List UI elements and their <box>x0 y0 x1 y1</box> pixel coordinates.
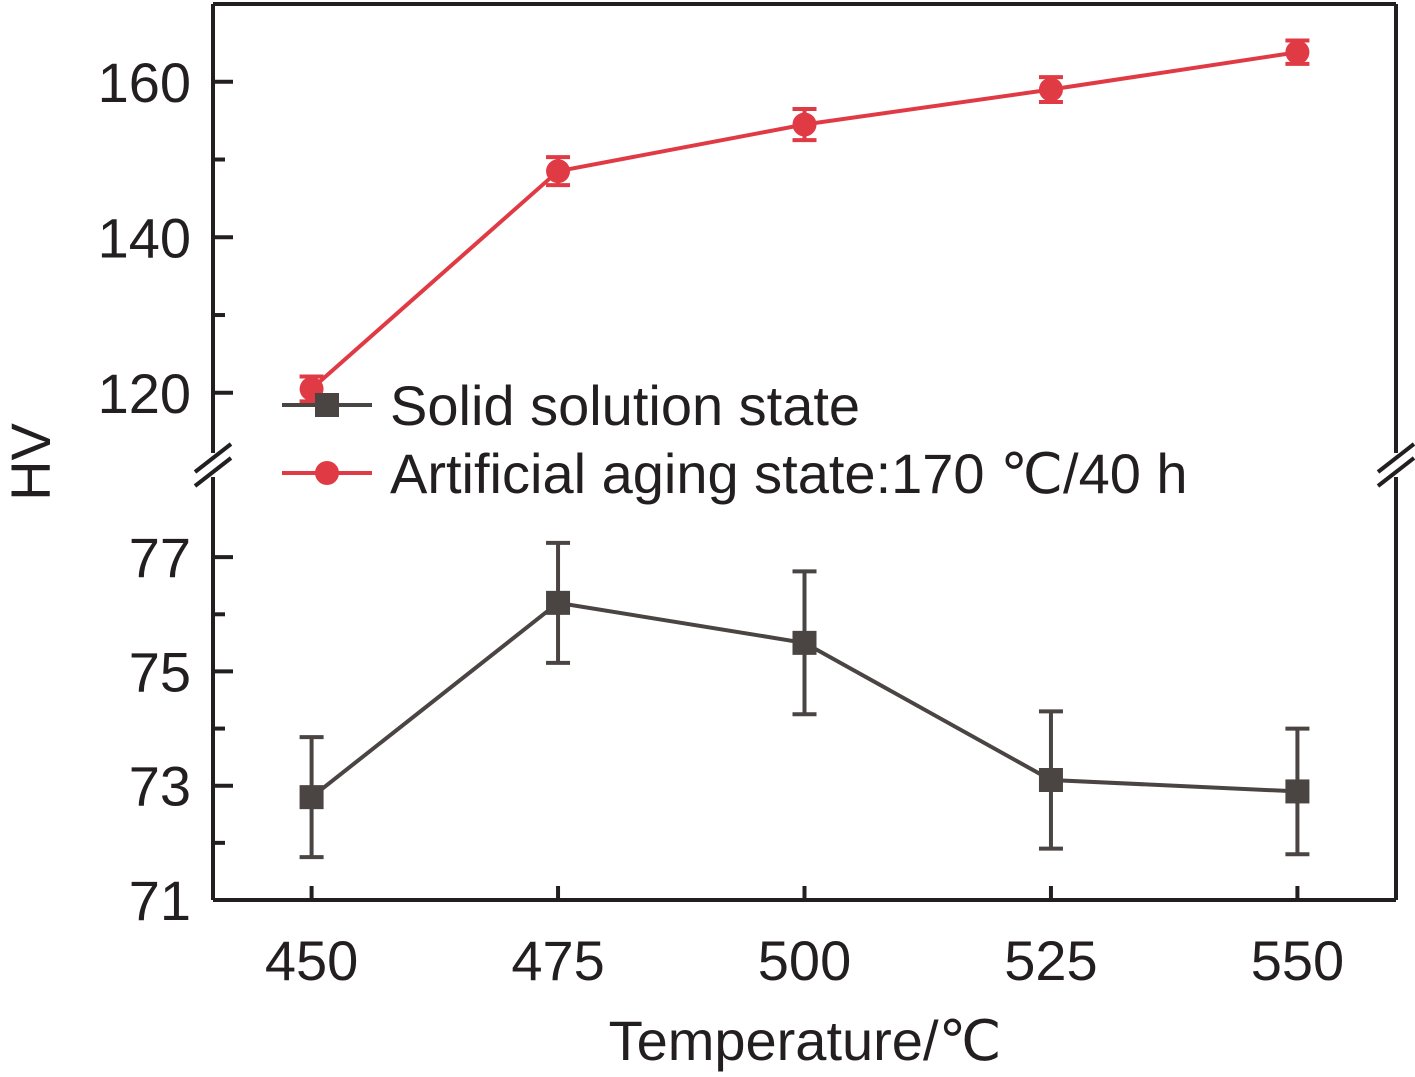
y-tick-label-upper: 120 <box>98 362 191 425</box>
legend-marker-square <box>315 393 339 417</box>
x-tick-label: 550 <box>1251 929 1344 992</box>
x-axis-label: Temperature/℃ <box>609 1009 1002 1072</box>
y-tick-label-lower: 73 <box>129 755 191 818</box>
data-point-circle <box>792 112 817 137</box>
data-point-circle <box>1038 77 1063 102</box>
x-tick-label: 500 <box>758 929 851 992</box>
series-line <box>310 50 1298 391</box>
y-tick-label-lower: 75 <box>129 640 191 703</box>
axis-break-mark-right <box>1376 442 1415 474</box>
data-point-square <box>1038 768 1063 792</box>
axes: 450 475 500 525 550 71 73 75 77 120 140 160 <box>98 2 1415 992</box>
data-point-square <box>792 630 817 655</box>
x-tick-label: 475 <box>511 929 604 992</box>
y-axis-label: HV <box>0 422 62 500</box>
legend-label: Solid solution state <box>390 374 860 437</box>
series-solid-solution <box>299 540 1310 860</box>
axis-break-mark-left <box>193 442 233 474</box>
data-point-square <box>299 785 324 810</box>
series-artificial-aging <box>299 38 1310 404</box>
data-point-circle <box>546 159 571 184</box>
data-point-square <box>1285 779 1310 804</box>
data-point-circle <box>1285 40 1310 65</box>
legend-item: Artificial aging state:170 ℃/40 h <box>282 442 1188 505</box>
x-tick-label: 525 <box>1004 929 1097 992</box>
legend-marker-circle <box>315 461 339 485</box>
legend-item: Solid solution state <box>282 374 860 437</box>
y-tick-label-upper: 160 <box>98 51 191 114</box>
y-tick-label-upper: 140 <box>98 206 191 269</box>
x-tick-label: 450 <box>265 929 358 992</box>
plot-series <box>299 38 1310 860</box>
axis-break-mark-left <box>193 456 233 488</box>
y-tick-label-lower: 77 <box>129 526 191 589</box>
axis-break-mark-right <box>1376 456 1415 488</box>
y-tick-label-lower: 71 <box>129 869 191 932</box>
legend-label: Artificial aging state:170 ℃/40 h <box>390 442 1188 505</box>
data-point-square <box>546 590 571 615</box>
